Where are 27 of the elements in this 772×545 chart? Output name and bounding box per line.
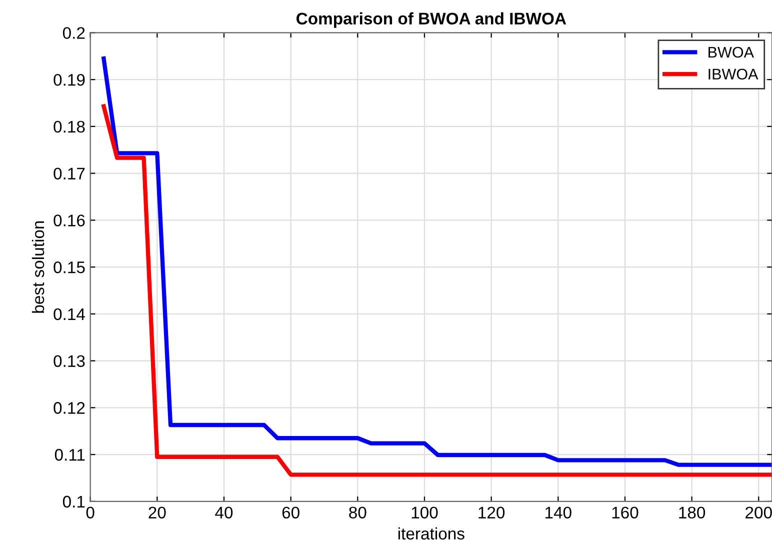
chart-title: Comparison of BWOA and IBWOA <box>296 12 566 28</box>
y-axis-title: best solution <box>32 221 44 313</box>
x-tick-label: 180 <box>679 506 706 519</box>
x-tick-label: 160 <box>612 506 638 519</box>
x-tick-label: 200 <box>746 506 772 519</box>
x-tick-label: 120 <box>478 506 505 519</box>
y-tick-label: 0.12 <box>54 402 85 414</box>
y-tick-label: 0.19 <box>54 74 85 86</box>
legend-label: BWOA <box>708 46 754 58</box>
y-tick-label: 0.15 <box>54 261 85 274</box>
x-axis-title: iterations <box>398 527 464 540</box>
legend-label: IBWOA <box>708 68 758 80</box>
x-tick-label: 60 <box>282 506 300 519</box>
y-tick-label: 0.17 <box>54 168 85 180</box>
x-tick-label: 0 <box>86 506 94 519</box>
y-tick-label: 0.14 <box>54 308 85 320</box>
x-tick-label: 80 <box>349 506 366 519</box>
y-tick-label: 0.2 <box>62 27 85 39</box>
x-tick-label: 140 <box>546 506 572 519</box>
x-tick-label: 40 <box>215 506 233 519</box>
y-tick-label: 0.13 <box>54 355 85 367</box>
x-tick-label: 100 <box>412 506 438 519</box>
y-tick-label: 0.18 <box>54 120 85 133</box>
y-tick-label: 0.11 <box>54 448 85 461</box>
x-tick-label: 20 <box>148 506 166 519</box>
y-tick-label: 0.1 <box>62 496 85 508</box>
y-tick-label: 0.16 <box>54 214 85 226</box>
